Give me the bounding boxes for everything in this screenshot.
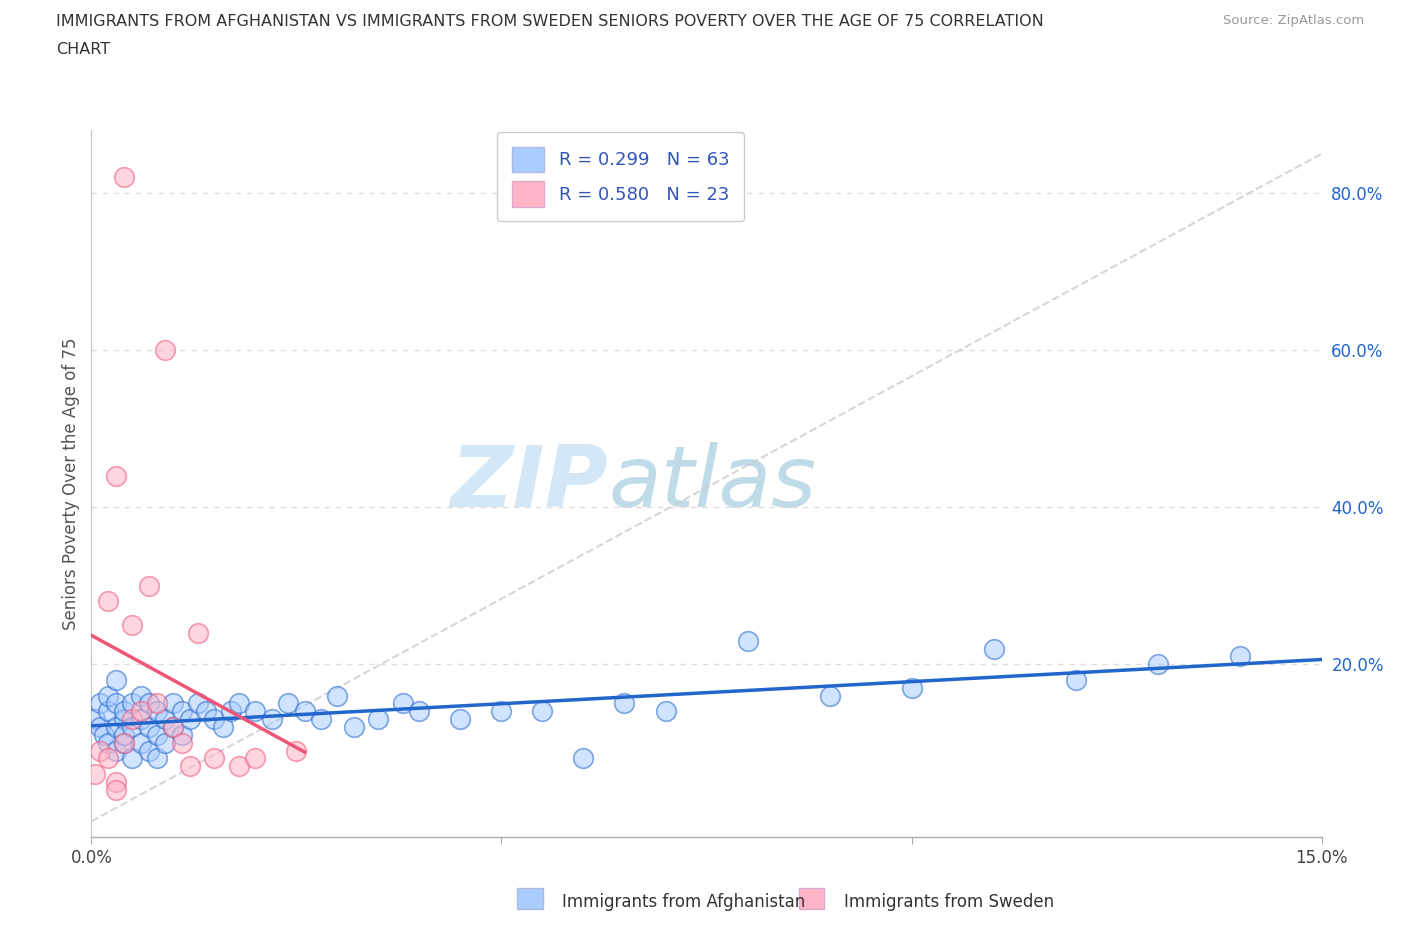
Point [170,704,193,719]
Point [153,736,177,751]
Point [105,672,127,687]
Point [326,688,349,703]
Point [129,704,152,719]
Point [245,704,267,719]
Point [97,594,120,609]
Text: IMMIGRANTS FROM AFGHANISTAN VS IMMIGRANTS FROM SWEDEN SENIORS POVERTY OVER THE A: IMMIGRANTS FROM AFGHANISTAN VS IMMIGRANT… [56,14,1045,29]
Point [294,704,316,719]
Point [153,711,177,726]
Point [613,696,636,711]
Point [153,342,177,357]
Point [89,743,111,758]
Point [112,736,135,751]
Point [195,704,218,719]
Point [93,727,115,742]
Point [112,711,135,726]
Point [146,696,169,711]
Point [129,688,152,703]
Point [179,711,201,726]
Point [97,704,120,719]
Point [572,751,595,766]
Point [170,727,193,742]
FancyBboxPatch shape [799,888,824,909]
Point [202,711,225,726]
Point [491,704,513,719]
Point [179,759,201,774]
Point [228,759,250,774]
Text: Immigrants from Sweden: Immigrants from Sweden [844,893,1053,911]
Point [1229,649,1251,664]
Point [138,720,160,735]
Point [146,704,169,719]
Point [121,720,143,735]
Point [138,696,160,711]
Point [900,681,922,696]
Point [228,696,250,711]
Point [187,696,209,711]
Point [1146,657,1168,671]
Text: atlas: atlas [607,442,815,525]
Point [146,751,169,766]
Point [138,578,160,593]
Point [170,736,193,751]
Point [1064,672,1087,687]
Point [105,469,127,484]
Point [260,711,283,726]
Point [129,711,152,726]
Point [245,751,267,766]
Point [121,711,143,726]
Point [219,704,242,719]
Point [112,736,135,751]
Point [121,696,143,711]
Point [97,688,120,703]
Point [112,170,135,185]
Point [105,696,127,711]
Point [97,751,120,766]
Text: Source: ZipAtlas.com: Source: ZipAtlas.com [1223,14,1364,27]
Text: Immigrants from Afghanistan: Immigrants from Afghanistan [562,893,806,911]
Point [818,688,841,703]
Point [105,775,127,790]
Point [737,633,759,648]
Point [983,641,1005,656]
Point [408,704,430,719]
Point [211,720,233,735]
Point [202,751,225,766]
Text: ZIP: ZIP [450,442,607,525]
Point [121,618,143,632]
Point [84,766,107,781]
Point [121,751,143,766]
Point [129,736,152,751]
Y-axis label: Seniors Poverty Over the Age of 75: Seniors Poverty Over the Age of 75 [62,338,80,630]
Point [97,736,120,751]
Point [449,711,471,726]
Point [138,743,160,758]
Point [277,696,299,711]
Point [105,782,127,797]
Point [162,696,184,711]
FancyBboxPatch shape [517,888,543,909]
Point [162,720,184,735]
Point [285,743,308,758]
Point [112,704,135,719]
Point [309,711,332,726]
Point [343,720,366,735]
Point [84,711,107,726]
Point [531,704,554,719]
Point [367,711,389,726]
Point [105,743,127,758]
Point [146,727,169,742]
Point [162,720,184,735]
Point [89,720,111,735]
Legend: R = 0.299   N = 63, R = 0.580   N = 23: R = 0.299 N = 63, R = 0.580 N = 23 [498,132,744,221]
Text: CHART: CHART [56,42,110,57]
Point [187,625,209,640]
Point [112,727,135,742]
Point [89,696,111,711]
Point [392,696,415,711]
Point [654,704,676,719]
Point [105,720,127,735]
